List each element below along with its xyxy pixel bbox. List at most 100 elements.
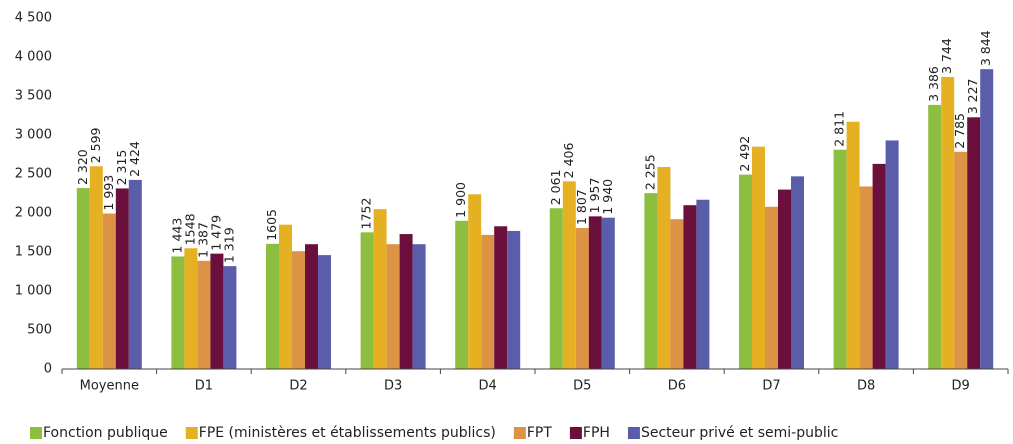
y-tick-label: 2 000 — [15, 206, 52, 221]
bar — [846, 121, 860, 370]
bar — [360, 232, 374, 369]
value-label: 3 386 — [926, 66, 941, 102]
bar — [941, 76, 955, 369]
value-label: 2 492 — [737, 136, 752, 172]
bar — [644, 193, 658, 369]
bar — [305, 244, 318, 369]
legend-swatch — [627, 427, 640, 439]
x-tick-label: D6 — [668, 379, 686, 394]
legend-label: FPE (ministères et établissements public… — [199, 425, 496, 441]
value-label: 1 319 — [221, 227, 236, 263]
x-tick-label: D2 — [289, 379, 307, 394]
x-tick-label: D5 — [573, 379, 591, 394]
bar — [266, 243, 279, 369]
x-tick-label: D3 — [384, 379, 402, 394]
bar — [739, 174, 752, 369]
value-label: 2 406 — [561, 142, 576, 178]
x-tick-label: D9 — [952, 379, 970, 394]
value-label: 1 479 — [208, 215, 223, 251]
bar — [765, 206, 778, 369]
y-tick-label: 500 — [27, 323, 52, 338]
bar — [128, 179, 142, 369]
value-label: 1 940 — [600, 179, 615, 215]
bar — [494, 226, 508, 369]
y-tick-label: 1 500 — [15, 245, 52, 260]
value-label: 1 443 — [169, 218, 184, 254]
bar — [399, 234, 413, 369]
bar — [171, 256, 185, 369]
y-tick-label: 2 500 — [15, 167, 52, 182]
bar — [386, 244, 400, 369]
value-label: 2 320 — [75, 149, 90, 185]
bar — [683, 205, 697, 369]
bar — [657, 166, 671, 369]
bar — [601, 217, 615, 369]
value-label: 3 227 — [965, 78, 980, 114]
value-label: 2 599 — [88, 127, 103, 163]
bar — [562, 181, 576, 369]
bar — [778, 189, 791, 369]
bar — [872, 163, 886, 369]
bar — [184, 248, 198, 369]
bar — [859, 186, 873, 369]
y-tick-label: 0 — [44, 362, 52, 377]
x-tick-label: D7 — [762, 379, 780, 394]
bar — [980, 69, 994, 369]
y-tick-label: 4 000 — [15, 50, 52, 65]
legend-label: FPT — [527, 425, 552, 441]
legend-label: FPH — [583, 425, 610, 441]
y-tick-label: 1 000 — [15, 284, 52, 299]
bar — [885, 140, 899, 369]
legend-label: Fonction publique — [43, 425, 168, 441]
value-label: 1 957 — [587, 178, 602, 214]
bar — [76, 188, 90, 369]
value-label: 1 900 — [453, 182, 468, 218]
bar — [197, 260, 211, 369]
value-label: 1752 — [359, 198, 374, 230]
bar — [588, 216, 602, 369]
y-tick-label: 3 000 — [15, 128, 52, 143]
value-label: 3 744 — [939, 38, 954, 74]
legend-swatch — [30, 427, 42, 439]
value-label: 3 844 — [978, 30, 993, 66]
bar — [455, 220, 469, 369]
x-tick-label: Moyenne — [80, 379, 139, 394]
bar — [292, 251, 305, 369]
legend-swatch — [185, 427, 198, 439]
bar — [373, 209, 387, 369]
bar — [833, 149, 847, 369]
bar — [954, 151, 968, 369]
bar — [412, 244, 426, 369]
legend-swatch — [513, 427, 526, 439]
bar — [210, 253, 224, 369]
bar — [481, 234, 495, 369]
bar — [115, 188, 129, 369]
y-tick-label: 3 500 — [15, 89, 52, 104]
value-label: 1 993 — [101, 175, 116, 211]
value-label: 2 785 — [952, 113, 967, 149]
bar — [670, 219, 684, 369]
bar — [791, 176, 804, 369]
bar — [752, 146, 765, 369]
x-tick-label: D4 — [479, 379, 497, 394]
bar — [279, 224, 292, 369]
y-tick-label: 4 500 — [15, 11, 52, 26]
value-label: 1 387 — [195, 222, 210, 258]
value-label: 2 424 — [127, 141, 142, 177]
legend-swatch — [569, 427, 582, 439]
bar — [575, 228, 589, 369]
bar — [318, 255, 331, 369]
bar — [89, 166, 103, 369]
bar — [223, 266, 237, 369]
bar — [549, 208, 563, 369]
value-label: 2 811 — [832, 111, 847, 147]
value-label: 2 061 — [548, 169, 563, 205]
value-label: 2 315 — [114, 150, 129, 186]
bar — [696, 199, 710, 369]
bar — [507, 230, 521, 369]
bar — [102, 213, 116, 369]
x-tick-label: D8 — [857, 379, 875, 394]
value-label: 1 807 — [574, 189, 589, 225]
value-label: 1548 — [182, 213, 197, 245]
bar — [468, 194, 482, 369]
